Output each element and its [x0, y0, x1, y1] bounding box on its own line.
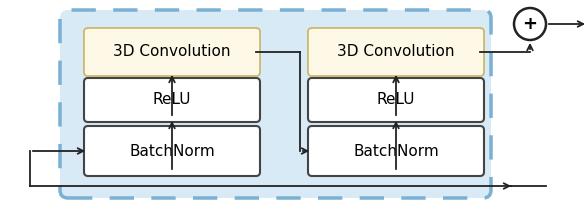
FancyBboxPatch shape: [308, 28, 484, 76]
Text: ReLU: ReLU: [377, 92, 415, 108]
FancyBboxPatch shape: [84, 126, 260, 176]
FancyBboxPatch shape: [308, 78, 484, 122]
Circle shape: [514, 8, 546, 40]
Text: BatchNorm: BatchNorm: [129, 143, 215, 159]
Text: BatchNorm: BatchNorm: [353, 143, 439, 159]
Text: +: +: [523, 15, 537, 33]
Text: ReLU: ReLU: [153, 92, 191, 108]
FancyBboxPatch shape: [60, 10, 491, 198]
FancyBboxPatch shape: [84, 28, 260, 76]
Text: 3D Convolution: 3D Convolution: [113, 45, 230, 59]
FancyBboxPatch shape: [84, 78, 260, 122]
FancyBboxPatch shape: [308, 126, 484, 176]
Text: 3D Convolution: 3D Convolution: [338, 45, 455, 59]
